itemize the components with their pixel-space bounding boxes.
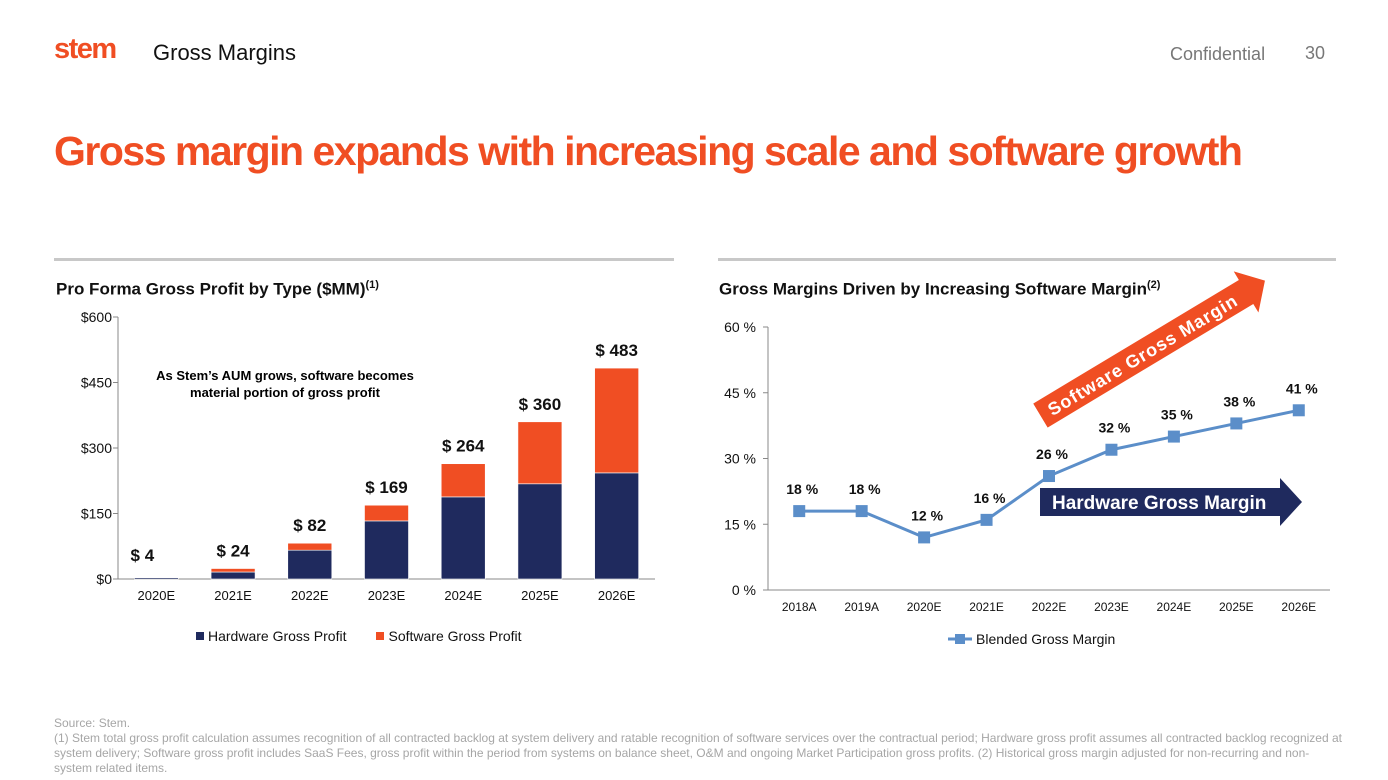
line-legend: Blended Gross Margin (948, 631, 1115, 647)
footer: Source: Stem. (1) Stem total gross profi… (54, 716, 1344, 776)
bar-data-label: $ 4 (131, 546, 155, 565)
hardware-arrow-shape (1040, 478, 1302, 526)
line-data-label: 35 % (1161, 407, 1193, 423)
software-bar (594, 367, 639, 474)
bar-data-label: $ 360 (519, 395, 562, 414)
y-tick-label: $300 (81, 440, 112, 456)
y-tick-label: 0 % (732, 582, 756, 598)
software-bar (364, 504, 409, 522)
bar-data-label: $ 24 (217, 542, 251, 561)
bar-data-label: $ 264 (442, 437, 485, 456)
software-legend-swatch (376, 632, 385, 640)
bar-data-label: $ 169 (365, 478, 408, 497)
software-bar (440, 463, 486, 498)
hardware-bar (594, 472, 639, 580)
section-title: Gross Margins (153, 40, 297, 65)
software-legend-label: Software Gross Profit (388, 628, 522, 644)
footer-notes: (1) Stem total gross profit calculation … (54, 731, 1342, 775)
line-marker (855, 505, 868, 518)
x-tick-label: 2020E (907, 600, 942, 614)
hardware-bar (364, 520, 409, 580)
right-chart-title: Gross Margins Driven by Increasing Softw… (719, 279, 1160, 300)
chart-annotation: As Stem’s AUM grows, software becomes ma… (156, 368, 414, 400)
bar-legend: Hardware Gross Profit Software Gross Pro… (196, 628, 522, 644)
line-marker (1167, 430, 1180, 443)
hardware-bar (517, 483, 563, 580)
x-tick-label: 2025E (1219, 600, 1254, 614)
line-marker (1043, 470, 1055, 483)
x-tick-label: 2024E (444, 588, 482, 603)
x-tick-label: 2025E (521, 588, 559, 603)
left-chart-footnote-ref: (1) (365, 279, 379, 291)
x-tick-label: 2026E (1281, 600, 1316, 614)
bar-data-label: $ 82 (293, 516, 326, 535)
x-tick-label: 2026E (598, 588, 636, 603)
line-marker (793, 505, 806, 518)
line-chart: 0 % 15 % 30 % 45 % 60 % 18 % 2018A 18 % 2019A 12 … (724, 319, 1330, 614)
x-tick-label: 2021E (969, 600, 1004, 614)
hardware-legend-swatch (196, 632, 204, 640)
hardware-arrow-label: Hardware Gross Margin (1052, 493, 1266, 514)
x-tick-label: 2023E (368, 588, 406, 603)
confidential-label: Confidential (1170, 44, 1266, 64)
line-marker (1292, 404, 1305, 417)
x-tick-label: 2021E (214, 588, 252, 603)
line-data-label: 38 % (1223, 393, 1255, 409)
x-tick-label: 2022E (1032, 600, 1067, 614)
software-arrow-shape (1033, 271, 1265, 428)
y-tick-label: 45 % (724, 385, 756, 401)
y-tick-label: 60 % (724, 319, 756, 335)
bar-chart: $0 $150 $300 $450 $600 $ 4 2020E $ 24 2021E $ 82 2… (81, 309, 655, 603)
y-tick-label: $0 (96, 571, 112, 587)
software-bar (287, 542, 333, 551)
page-title: Gross margin expands with increasing sca… (54, 128, 1243, 174)
line-marker (1230, 417, 1243, 430)
x-tick-label: 2024E (1157, 600, 1192, 614)
software-bar (210, 568, 256, 573)
y-tick-label: $150 (81, 506, 112, 522)
line-marker (1105, 443, 1118, 456)
x-tick-label: 2018A (782, 600, 817, 614)
y-tick-label: 15 % (724, 516, 756, 532)
line-marker (980, 513, 993, 526)
right-divider (718, 258, 1336, 261)
right-chart-title-text: Gross Margins Driven by Increasing Softw… (719, 279, 1147, 299)
x-tick-label: 2019A (844, 600, 879, 614)
line-data-label: 18 % (849, 481, 881, 497)
x-tick-label: 2023E (1094, 600, 1129, 614)
line-data-label: 16 % (974, 490, 1006, 506)
hardware-bar (287, 549, 333, 580)
line-data-label: 18 % (786, 481, 818, 497)
line-legend-label: Blended Gross Margin (976, 631, 1116, 647)
hardware-bar (440, 496, 486, 580)
y-tick-label: $600 (81, 309, 112, 325)
page-number: 30 (1305, 43, 1326, 63)
left-chart-title: Pro Forma Gross Profit by Type ($MM)(1) (56, 279, 379, 300)
left-chart-title-text: Pro Forma Gross Profit by Type ($MM) (56, 279, 366, 299)
line-data-label: 41 % (1286, 380, 1318, 396)
line-data-label: 12 % (911, 507, 943, 523)
footer-source: Source: Stem. (54, 716, 131, 730)
x-tick-label: 2022E (291, 588, 329, 603)
stem-logo: stem (54, 33, 117, 65)
software-bar (517, 421, 563, 485)
hardware-bar (210, 571, 256, 580)
hardware-arrow: Hardware Gross Margin (1040, 478, 1302, 526)
x-tick-label: 2020E (138, 588, 176, 603)
line-marker (918, 531, 931, 544)
y-tick-label: $450 (81, 375, 112, 391)
line-data-label: 32 % (1098, 420, 1130, 436)
hardware-legend-label: Hardware Gross Profit (208, 628, 347, 644)
line-data-label: 26 % (1036, 446, 1068, 462)
bar-data-label: $ 483 (595, 341, 638, 360)
line-legend-marker-icon (948, 634, 972, 644)
right-chart-footnote-ref: (2) (1146, 279, 1161, 291)
y-tick-label: 30 % (724, 451, 756, 467)
left-divider (54, 258, 674, 261)
